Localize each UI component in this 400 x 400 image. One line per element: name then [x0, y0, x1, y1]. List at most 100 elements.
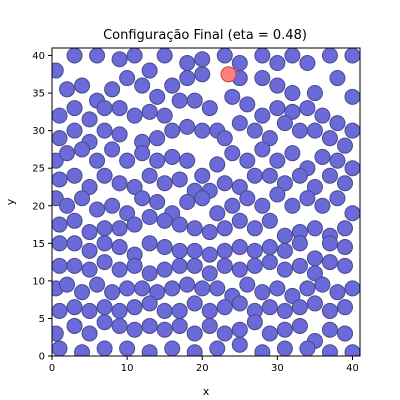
y-axis: 0 5 10 15 20 25 30 35 40 [32, 51, 52, 363]
particle [119, 70, 136, 87]
particle [66, 257, 83, 274]
particle [111, 100, 128, 117]
x-tick-label: 40 [346, 363, 359, 374]
particle [81, 325, 98, 342]
chart-title: Configuração Final (eta = 0.48) [103, 28, 307, 43]
particle [74, 284, 91, 301]
particle [284, 48, 301, 64]
particle [254, 284, 271, 301]
particle [269, 280, 286, 297]
particle [52, 257, 68, 274]
particle [336, 299, 353, 316]
particle [52, 340, 68, 356]
particle [269, 77, 286, 94]
highlighted-particle [220, 66, 237, 83]
particle [299, 100, 316, 117]
particle [201, 224, 218, 241]
x-tick-label: 10 [121, 363, 134, 374]
particle [291, 167, 308, 184]
particle [194, 51, 211, 68]
particle [126, 107, 143, 124]
x-tick-label: 30 [271, 363, 284, 374]
particle [179, 193, 196, 211]
particle [141, 317, 158, 334]
particle [119, 280, 136, 297]
particle [344, 88, 360, 105]
particle [321, 167, 338, 184]
particle [194, 190, 211, 207]
particle [276, 227, 293, 244]
particle [164, 148, 181, 165]
particle [171, 257, 188, 274]
particle [216, 175, 233, 192]
particle [81, 224, 98, 241]
particle [156, 175, 173, 192]
particle [126, 178, 143, 195]
particle [231, 261, 248, 278]
particle [141, 62, 158, 79]
particle [209, 280, 226, 297]
axes-frame [51, 47, 361, 357]
y-tick-label: 30 [32, 126, 45, 137]
particle [254, 70, 271, 87]
particle [164, 340, 181, 356]
particle [126, 299, 143, 316]
particle [171, 242, 188, 259]
particle [269, 152, 286, 169]
particle [59, 81, 76, 98]
particle [179, 276, 196, 293]
particle [329, 190, 346, 207]
particle [261, 299, 278, 316]
particle [231, 239, 248, 256]
particle [306, 265, 323, 282]
particle [126, 321, 143, 338]
particle [254, 141, 271, 158]
particle [246, 314, 263, 331]
particle [216, 325, 233, 342]
particle [261, 212, 278, 229]
y-tick-label: 25 [32, 164, 45, 175]
particle [291, 299, 308, 316]
particle [66, 212, 83, 229]
particle [141, 295, 158, 312]
y-tick-label: 40 [32, 51, 45, 62]
particle [314, 107, 331, 124]
particle [261, 239, 278, 256]
particle [216, 299, 233, 316]
particle [314, 148, 331, 165]
particle [141, 344, 158, 356]
particle [179, 55, 196, 72]
particle [291, 122, 308, 139]
particle [239, 152, 256, 169]
particle [186, 344, 203, 356]
particle [329, 70, 346, 87]
particle [186, 220, 203, 237]
particle [111, 175, 128, 192]
particle [216, 242, 233, 259]
particle [134, 190, 151, 207]
particle [111, 239, 128, 256]
y-tick-label: 0 [39, 352, 45, 363]
particle [336, 220, 353, 237]
particle [141, 167, 158, 184]
particle [96, 299, 113, 316]
plot-area [52, 48, 360, 356]
particle [216, 220, 233, 237]
particle [186, 92, 203, 109]
particle [156, 107, 173, 124]
particle [59, 145, 76, 162]
x-axis: 0 10 20 30 40 [49, 356, 359, 374]
particle [66, 317, 83, 334]
particle [74, 344, 91, 356]
particle [126, 257, 143, 274]
particle [246, 167, 263, 184]
particle [246, 220, 263, 237]
particle [81, 111, 98, 128]
particle [246, 257, 263, 274]
particle [336, 239, 353, 256]
particle [186, 295, 203, 312]
particle [164, 77, 181, 94]
particle [141, 235, 158, 252]
particle [104, 81, 121, 98]
particle [156, 212, 173, 229]
